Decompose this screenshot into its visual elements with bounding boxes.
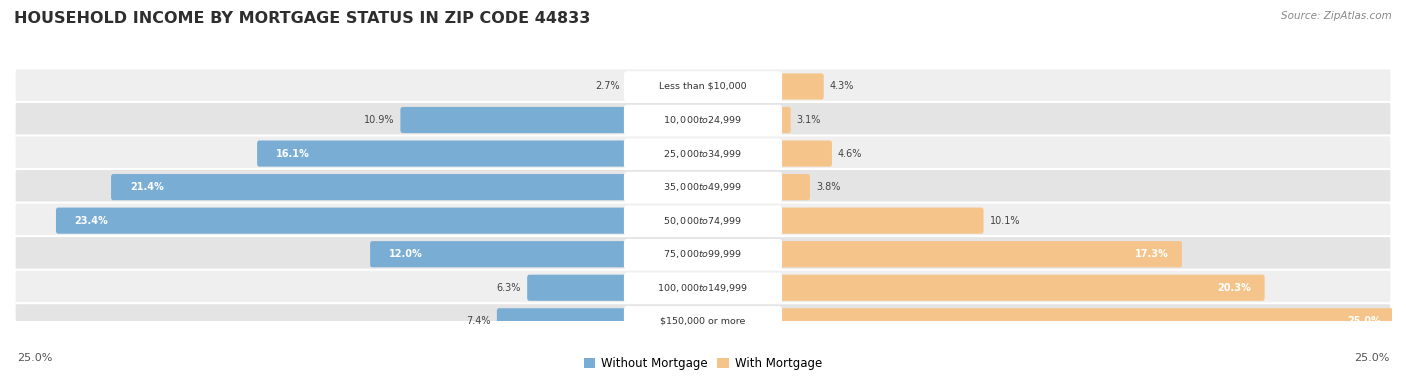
Text: $35,000 to $49,999: $35,000 to $49,999 xyxy=(664,181,742,193)
FancyBboxPatch shape xyxy=(14,135,1392,172)
Text: 6.3%: 6.3% xyxy=(496,283,522,293)
FancyBboxPatch shape xyxy=(700,241,1182,267)
FancyBboxPatch shape xyxy=(14,270,1392,306)
Text: 25.0%: 25.0% xyxy=(1347,316,1381,326)
FancyBboxPatch shape xyxy=(14,102,1392,138)
FancyBboxPatch shape xyxy=(700,73,824,99)
Text: 25.0%: 25.0% xyxy=(1354,353,1389,363)
FancyBboxPatch shape xyxy=(624,105,782,135)
FancyBboxPatch shape xyxy=(14,236,1392,272)
Text: $100,000 to $149,999: $100,000 to $149,999 xyxy=(658,282,748,294)
FancyBboxPatch shape xyxy=(700,174,810,200)
Text: 20.3%: 20.3% xyxy=(1218,283,1251,293)
FancyBboxPatch shape xyxy=(527,275,706,301)
Text: HOUSEHOLD INCOME BY MORTGAGE STATUS IN ZIP CODE 44833: HOUSEHOLD INCOME BY MORTGAGE STATUS IN Z… xyxy=(14,11,591,26)
Text: 12.0%: 12.0% xyxy=(389,249,423,259)
Text: $10,000 to $24,999: $10,000 to $24,999 xyxy=(664,114,742,126)
FancyBboxPatch shape xyxy=(624,71,782,102)
Text: 25.0%: 25.0% xyxy=(17,353,52,363)
Text: 16.1%: 16.1% xyxy=(276,149,309,158)
Text: 7.4%: 7.4% xyxy=(467,316,491,326)
Text: 21.4%: 21.4% xyxy=(129,182,163,192)
FancyBboxPatch shape xyxy=(700,107,790,133)
FancyBboxPatch shape xyxy=(370,241,706,267)
FancyBboxPatch shape xyxy=(624,205,782,236)
FancyBboxPatch shape xyxy=(624,172,782,202)
Text: $50,000 to $74,999: $50,000 to $74,999 xyxy=(664,215,742,227)
FancyBboxPatch shape xyxy=(14,203,1392,239)
FancyBboxPatch shape xyxy=(401,107,706,133)
Text: $150,000 or more: $150,000 or more xyxy=(661,317,745,326)
FancyBboxPatch shape xyxy=(700,141,832,167)
FancyBboxPatch shape xyxy=(111,174,706,200)
Text: Less than $10,000: Less than $10,000 xyxy=(659,82,747,91)
FancyBboxPatch shape xyxy=(700,208,984,234)
Text: 2.7%: 2.7% xyxy=(596,82,620,91)
FancyBboxPatch shape xyxy=(624,306,782,336)
Text: 10.1%: 10.1% xyxy=(990,216,1021,226)
Text: 3.1%: 3.1% xyxy=(797,115,821,125)
FancyBboxPatch shape xyxy=(624,239,782,270)
Text: 17.3%: 17.3% xyxy=(1135,249,1168,259)
Text: 10.9%: 10.9% xyxy=(364,115,394,125)
FancyBboxPatch shape xyxy=(627,73,706,99)
Legend: Without Mortgage, With Mortgage: Without Mortgage, With Mortgage xyxy=(579,352,827,375)
Text: 4.3%: 4.3% xyxy=(830,82,853,91)
Text: 4.6%: 4.6% xyxy=(838,149,862,158)
FancyBboxPatch shape xyxy=(496,308,706,335)
FancyBboxPatch shape xyxy=(624,273,782,303)
FancyBboxPatch shape xyxy=(56,208,706,234)
Text: $25,000 to $34,999: $25,000 to $34,999 xyxy=(664,147,742,160)
Text: $75,000 to $99,999: $75,000 to $99,999 xyxy=(664,248,742,260)
FancyBboxPatch shape xyxy=(14,303,1392,339)
Text: 23.4%: 23.4% xyxy=(75,216,108,226)
Text: Source: ZipAtlas.com: Source: ZipAtlas.com xyxy=(1281,11,1392,21)
FancyBboxPatch shape xyxy=(700,308,1395,335)
Text: 3.8%: 3.8% xyxy=(815,182,841,192)
FancyBboxPatch shape xyxy=(14,68,1392,105)
FancyBboxPatch shape xyxy=(14,169,1392,205)
FancyBboxPatch shape xyxy=(624,138,782,169)
FancyBboxPatch shape xyxy=(700,275,1264,301)
FancyBboxPatch shape xyxy=(257,141,706,167)
